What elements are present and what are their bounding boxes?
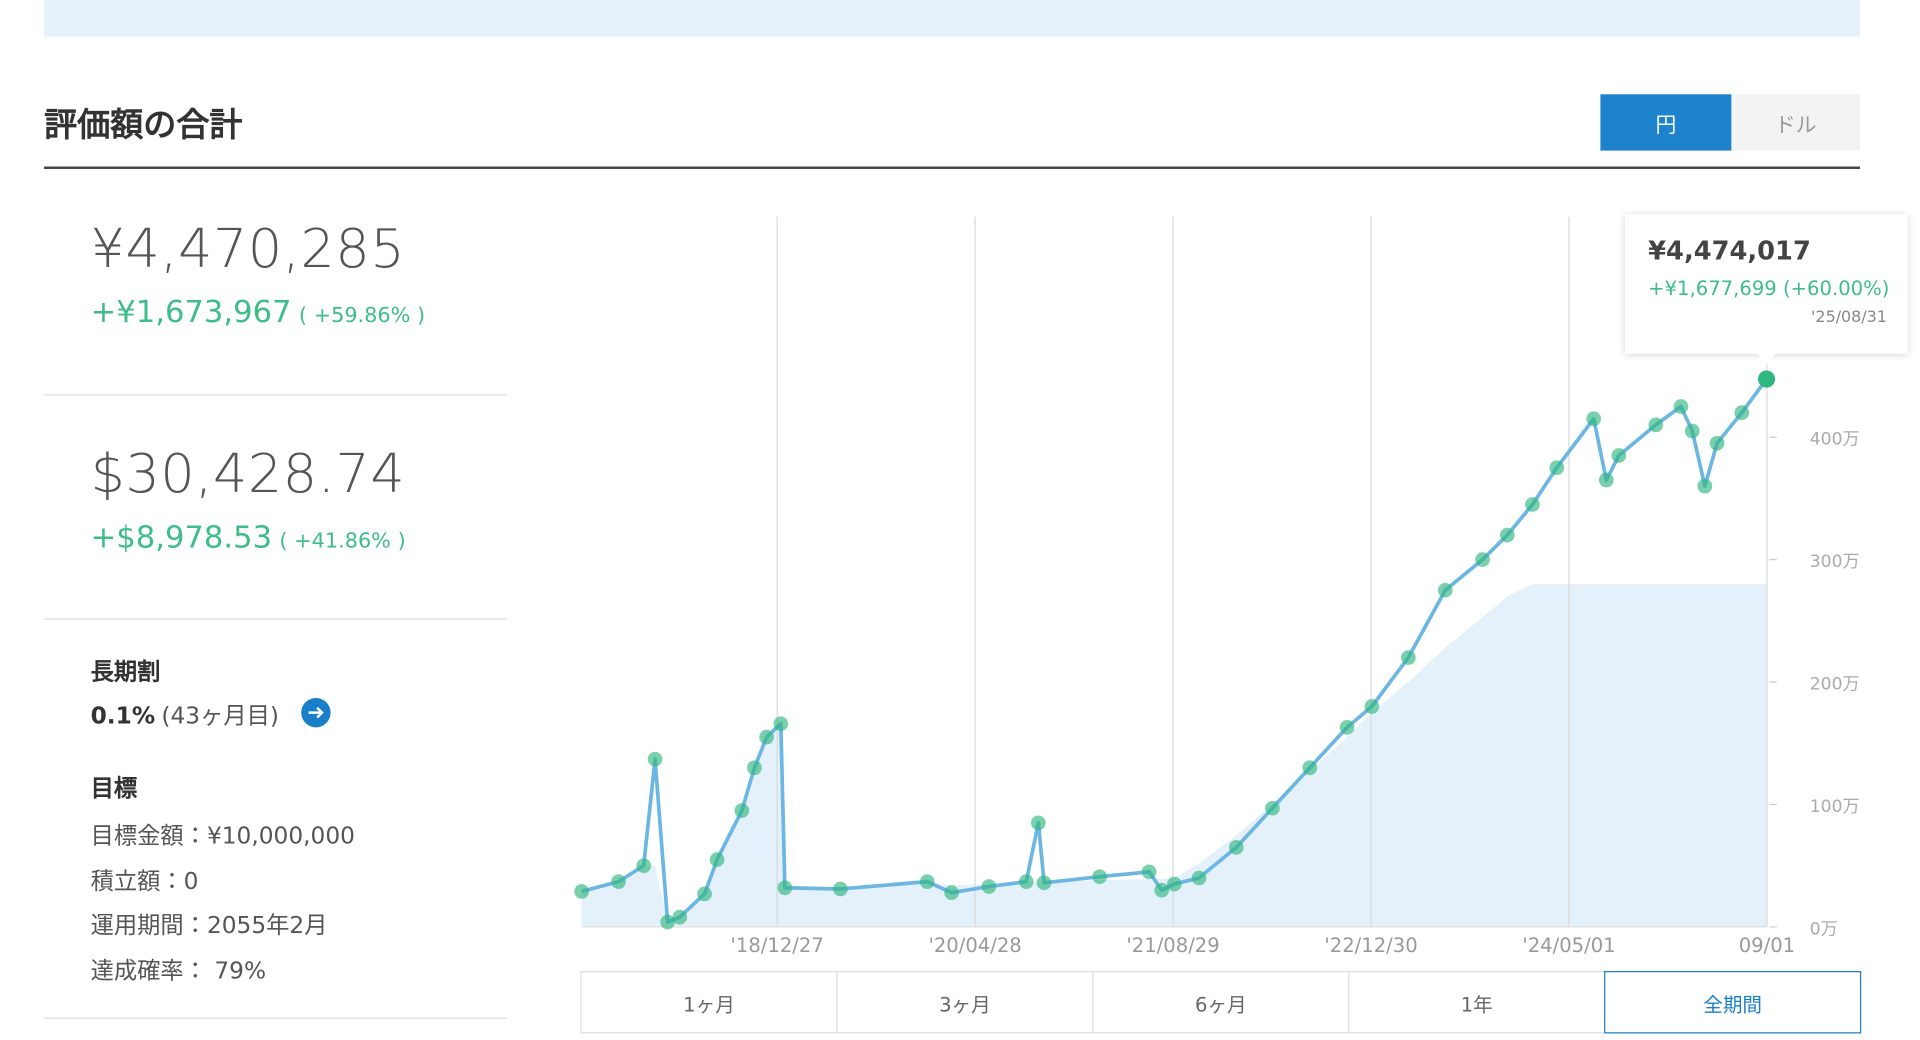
point-marker	[777, 880, 793, 896]
point-marker	[1475, 552, 1490, 567]
point-marker	[1364, 699, 1380, 714]
point-marker	[1092, 869, 1107, 885]
usd-gain-pct: ( +41.86% )	[279, 528, 406, 554]
x-tick-label: '20/04/28	[928, 934, 1021, 957]
y-tick-label: 300万	[1810, 552, 1860, 572]
point-marker	[1018, 874, 1034, 889]
point-marker	[1598, 472, 1614, 488]
range-button[interactable]: 1年	[1348, 971, 1606, 1034]
point-marker	[981, 879, 997, 894]
point-marker	[660, 914, 675, 930]
y-tick-label: 0万	[1810, 919, 1838, 939]
point-marker	[1709, 435, 1725, 451]
point-marker	[833, 881, 848, 897]
page-title: 評価額の合計	[44, 106, 243, 145]
point-marker	[1339, 720, 1355, 735]
y-tick-label: 200万	[1810, 674, 1860, 694]
point-marker	[1166, 876, 1182, 892]
tooltip-pointer	[1757, 352, 1777, 365]
range-button[interactable]: 3ヶ月	[836, 971, 1094, 1034]
point-marker	[944, 885, 959, 901]
point-marker	[1154, 882, 1170, 898]
header-rule	[44, 166, 1861, 169]
discount-link[interactable]	[300, 697, 332, 729]
point-marker	[1036, 875, 1052, 891]
point-marker	[1673, 399, 1689, 414]
point-marker	[1757, 370, 1776, 388]
discount-rate: 0.1%	[90, 702, 156, 730]
chart: 0万 100万 200万 300万 400万 '18/12/27 '20/04/28 '21/…	[574, 216, 1860, 957]
jpy-gain-row: +¥1,673,967( +59.86% )	[91, 294, 426, 330]
tooltip-value: ¥4,474,017	[1648, 236, 1811, 266]
point-marker	[1684, 423, 1700, 439]
point-marker	[1648, 417, 1664, 433]
point-marker	[1400, 650, 1416, 665]
point-marker	[1525, 497, 1540, 512]
point-marker	[734, 803, 750, 818]
range-button[interactable]: 全期間	[1604, 971, 1862, 1034]
point-marker	[1265, 800, 1280, 816]
point-marker	[1229, 840, 1244, 855]
jpy-total: ¥4,470,285	[90, 217, 406, 281]
usd-gain: +$8,978.53	[90, 519, 273, 555]
x-tick-label: '22/12/30	[1324, 934, 1417, 957]
point-marker	[747, 760, 762, 776]
tooltip-gain: +¥1,677,699 (+60.00%)	[1648, 276, 1890, 301]
y-tick-label: 100万	[1810, 797, 1860, 817]
range-button[interactable]: 6ヶ月	[1092, 971, 1350, 1034]
currency-toggle[interactable]: 円	[1600, 94, 1732, 151]
goal-title: 目標	[90, 775, 138, 803]
point-marker	[1549, 460, 1565, 476]
divider	[44, 394, 507, 396]
jpy-gain-pct: ( +59.86% )	[298, 303, 426, 329]
x-tick-label: 09/01	[1739, 934, 1795, 957]
point-marker	[636, 858, 652, 874]
point-marker	[759, 729, 774, 745]
range-button[interactable]: 1ヶ月	[580, 971, 838, 1034]
currency-toggle[interactable]: ドル	[1731, 94, 1861, 151]
point-marker	[1611, 448, 1627, 463]
point-marker	[647, 751, 663, 767]
goal-item: 達成確率： 79%	[90, 956, 267, 984]
point-marker	[1734, 405, 1750, 421]
x-tick-label: '21/08/29	[1126, 934, 1219, 957]
point-marker	[1031, 815, 1046, 831]
tooltip-date: '25/08/31	[1811, 308, 1887, 327]
discount-months: (43ヶ月目)	[161, 702, 279, 730]
y-tick-label: 400万	[1810, 430, 1860, 450]
goal-item: 積立額：0	[90, 867, 199, 895]
point-marker	[1191, 870, 1207, 886]
goal-item: 運用期間：2055年2月	[90, 912, 328, 940]
discount-title: 長期割	[90, 658, 161, 686]
divider	[44, 618, 507, 620]
top-banner	[44, 0, 1861, 37]
x-tick-label: '24/05/01	[1522, 934, 1615, 957]
x-tick-label: '18/12/27	[730, 934, 823, 957]
point-marker	[672, 909, 688, 925]
point-marker	[574, 884, 589, 899]
point-marker	[1437, 582, 1453, 598]
tooltip: ¥4,474,017 +¥1,677,699 (+60.00%) '25/08/…	[1624, 214, 1908, 354]
divider	[44, 1017, 507, 1019]
point-marker	[919, 874, 935, 889]
point-marker	[1586, 411, 1602, 427]
point-marker	[611, 874, 626, 889]
point-marker	[1141, 864, 1157, 880]
point-marker	[697, 886, 712, 902]
point-marker	[1499, 527, 1515, 543]
point-marker	[709, 852, 725, 867]
point-marker	[1302, 760, 1318, 776]
point-marker	[1697, 478, 1713, 494]
jpy-gain: +¥1,673,967	[90, 293, 292, 330]
area	[581, 584, 1767, 927]
usd-gain-row: +$8,978.53( +41.86% )	[91, 519, 406, 555]
point-marker	[773, 716, 789, 732]
goal-item: 目標金額：¥10,000,000	[90, 822, 355, 850]
usd-total: $30,428.74	[90, 443, 406, 506]
discount-row: 0.1% (43ヶ月目)	[91, 698, 279, 731]
